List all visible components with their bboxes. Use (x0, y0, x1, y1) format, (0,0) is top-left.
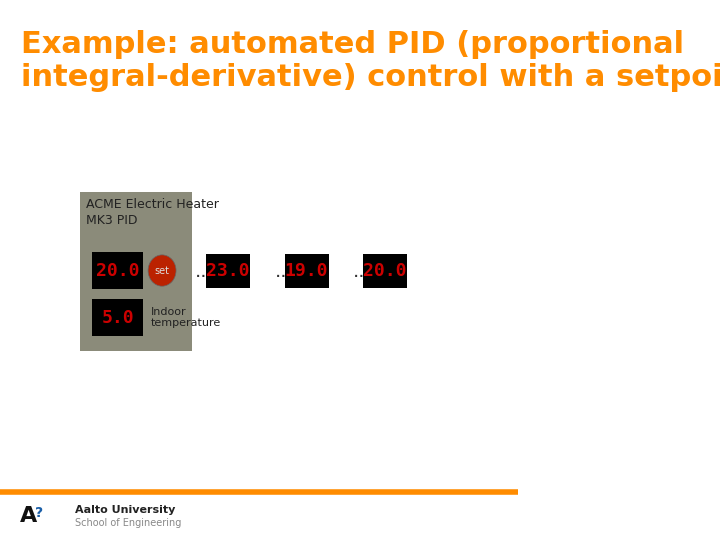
Text: 19.0: 19.0 (285, 262, 328, 280)
FancyBboxPatch shape (91, 299, 143, 336)
FancyBboxPatch shape (206, 254, 250, 288)
Text: School of Engineering: School of Engineering (75, 518, 181, 528)
Text: 20.0: 20.0 (363, 262, 407, 280)
FancyBboxPatch shape (363, 254, 407, 288)
Text: Example: automated PID (proportional
integral-derivative) control with a setpoin: Example: automated PID (proportional int… (21, 30, 720, 92)
Text: ...: ... (353, 262, 372, 281)
Text: ...: ... (195, 262, 214, 281)
Text: Aalto University: Aalto University (75, 505, 176, 515)
Text: ACME Electric Heater
MK3 PID: ACME Electric Heater MK3 PID (86, 198, 220, 227)
Ellipse shape (148, 255, 176, 286)
Text: 5.0: 5.0 (102, 308, 134, 327)
Text: Indoor
temperature: Indoor temperature (151, 307, 222, 328)
Text: A: A (19, 506, 37, 526)
Text: 23.0: 23.0 (206, 262, 250, 280)
Text: 20.0: 20.0 (96, 261, 139, 280)
FancyBboxPatch shape (284, 254, 328, 288)
Text: set: set (155, 266, 170, 275)
FancyBboxPatch shape (80, 192, 192, 351)
Text: ?: ? (35, 506, 43, 520)
Text: ...: ... (274, 262, 293, 281)
FancyBboxPatch shape (91, 252, 143, 289)
